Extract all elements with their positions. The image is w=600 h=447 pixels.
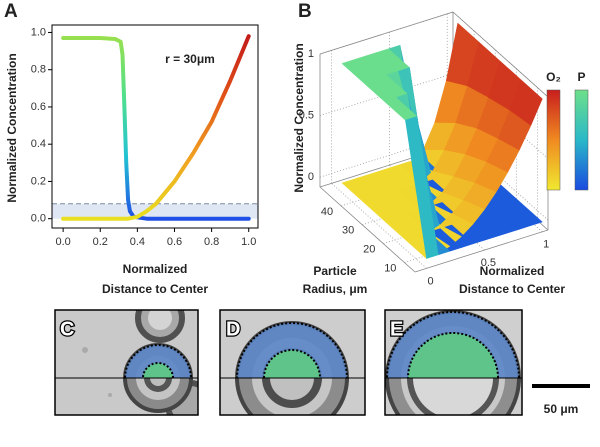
- image-c: C: [54, 309, 199, 416]
- y-tick-label: 0.2: [31, 175, 46, 187]
- image-d: D: [219, 309, 366, 416]
- legend-label: O₂: [546, 70, 561, 84]
- y-tick-label: 1.0: [31, 26, 46, 38]
- panel-b: B Normalized Concentration Particle Radi…: [292, 1, 589, 296]
- surface-patch: [405, 116, 439, 259]
- box-edge: [452, 11, 549, 98]
- scale-bar-label: 50 μm: [544, 402, 579, 416]
- x-tick-label: 0.5: [481, 257, 496, 269]
- y-tick-label: 0.4: [31, 138, 46, 150]
- x-tick-label: 0.4: [130, 236, 145, 248]
- data-line: [61, 36, 251, 221]
- y-tick-label: 40: [321, 206, 333, 218]
- x-tick-label: 1: [543, 239, 549, 251]
- x-axis-label: Normalized: [123, 262, 188, 276]
- box-edge: [319, 186, 416, 273]
- y-tick-label: 0.8: [31, 64, 46, 76]
- x-tick-label: 0.6: [167, 236, 182, 248]
- z-tick-label: 0: [308, 171, 314, 183]
- shaded-band: [52, 203, 258, 219]
- y-tick-label: 10: [384, 262, 396, 274]
- panel-label: A: [4, 1, 18, 22]
- z-tick-label: 1: [308, 48, 314, 60]
- x-axis-label: Distance to Center: [459, 282, 565, 296]
- data-line: [61, 34, 251, 221]
- x-tick-label: 0.0: [55, 236, 70, 248]
- x-tick-label: 0: [428, 275, 434, 287]
- colorbar: [546, 89, 561, 191]
- annotation: r = 30μm: [165, 52, 215, 66]
- image-e: E: [384, 309, 523, 416]
- x-tick-label: 1.0: [241, 236, 256, 248]
- x-tick-label: 0.2: [93, 236, 108, 248]
- y-tick-label: 0.6: [31, 101, 46, 113]
- x-axis-label: Distance to Center: [102, 282, 208, 296]
- panel-label: B: [298, 1, 312, 22]
- image-label: E: [390, 318, 403, 340]
- y-tick-label: 30: [342, 225, 354, 237]
- image-label: C: [60, 318, 74, 340]
- x-tick-label: 0.8: [204, 236, 219, 248]
- panel-a: A Normalized Concentration Normalized Di…: [4, 1, 259, 296]
- colorbar: [574, 89, 589, 191]
- box-edge: [319, 11, 454, 55]
- z-tick-label: 0.5: [299, 109, 314, 121]
- y-tick-label: 20: [363, 244, 375, 256]
- z-axis-label: Normalized Concentration: [292, 43, 306, 192]
- legend-label: P: [577, 70, 585, 84]
- y-axis-label: Radius, μm: [303, 282, 368, 296]
- y-axis-label: Normalized Concentration: [5, 53, 19, 202]
- box-edge: [414, 229, 549, 273]
- y-axis-label: Particle: [313, 264, 357, 278]
- image-label: D: [226, 318, 240, 340]
- plot-frame: [51, 24, 259, 229]
- grid-line: [331, 183, 427, 269]
- x-axis-label: Normalized: [480, 264, 545, 278]
- grid-line: [319, 134, 454, 178]
- y-tick-label: 0.0: [31, 213, 46, 225]
